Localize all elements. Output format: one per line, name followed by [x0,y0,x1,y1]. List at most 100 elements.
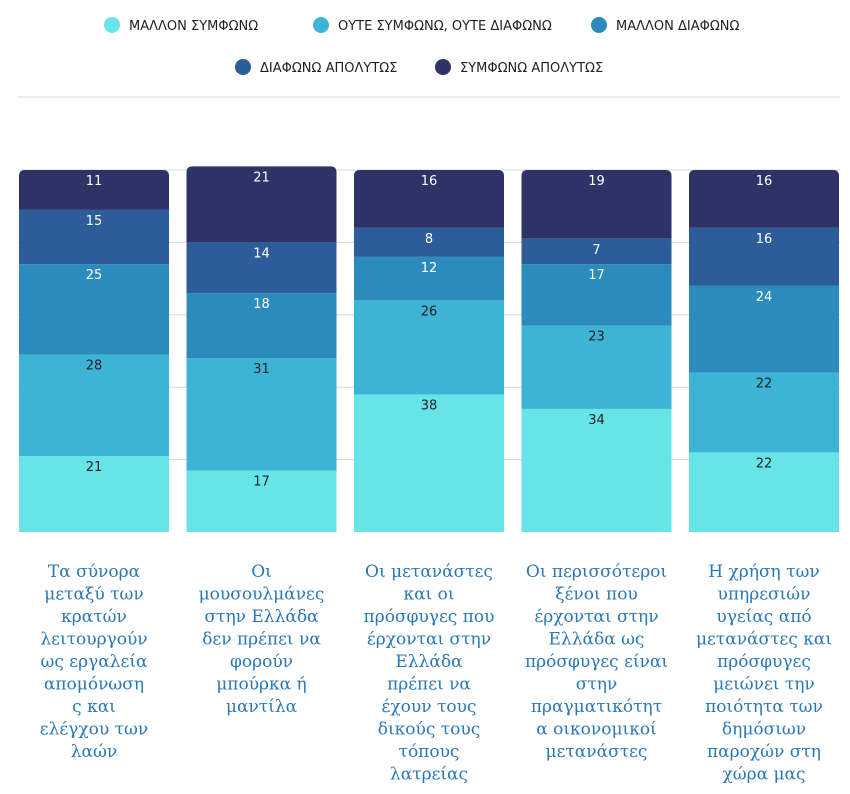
category-label-line: ως εργαλεία [41,652,148,672]
bar-segment [521,238,672,265]
bar-segment [19,455,169,532]
bar-stack: 22 22 24 16 16 [689,170,839,532]
bar-stack: 34 23 17 7 19 [521,170,672,532]
legend-label: ΟΥΤΕ ΣΥΜΦΩΝΩ, ΟΥΤΕ ΔΙΑΦΩΝΩ [338,19,552,34]
category-label-line: απομόνωση [44,675,144,695]
category-label-line: τόπους [399,742,460,762]
category-label-line: λειτουργούν [40,630,147,650]
legend-marker [235,59,251,75]
category-label-line: στην [576,675,618,695]
category-label-line: πραγματικότητ [531,697,662,717]
legend: ΜΑΛΛΟΝ ΣΥΜΦΩΝΩ ΟΥΤΕ ΣΥΜΦΩΝΩ, ΟΥΤΕ ΔΙΑΦΩΝΩ… [104,17,739,76]
data-label: 16 [756,232,773,247]
category-label-line: υπηρεσιών [718,585,811,605]
category-label-line: έρχονται στην [534,607,658,627]
data-label: 34 [588,413,605,428]
category-label: Οι περισσότεροι ξένοι που έρχονται στην Ελλ… [525,562,668,762]
category-label-line: μετανάστες [546,742,648,762]
category-label: Η χρήση των υπηρεσιών υγείας από μετανάστες… [696,562,832,785]
data-label: 18 [253,297,270,312]
category-label-line: δημόσιων [722,720,806,740]
data-label: 15 [86,214,103,229]
data-label: 8 [425,232,433,247]
category-label-line: φορούν [230,652,293,672]
data-label: 16 [421,174,438,189]
category-label-line: λαών [71,742,117,762]
bar-segment [354,227,504,257]
bar-stack: 21 28 25 15 11 [19,170,169,532]
bar-segment [186,166,337,243]
bar-segment [689,372,839,453]
data-label: 21 [253,170,270,185]
category-label-line: παροχών στη [707,742,821,762]
bar-segment [354,256,504,301]
bar-segment [689,170,839,228]
data-label: 16 [756,174,773,189]
legend-label: ΣΥΜΦΩΝΩ ΑΠΟΛΥΤΩΣ [460,61,603,76]
data-label: 31 [253,362,270,377]
category-label-line: υγείας από [716,607,811,627]
category-label-line: Οι [251,562,272,582]
data-label: 23 [588,330,605,345]
legend-marker [104,17,120,33]
category-label-line: Οι περισσότεροι [526,562,667,582]
legend-marker [435,59,451,75]
category-label-line: μουσουλμάνες [199,585,325,605]
data-label: 26 [421,304,438,319]
category-label: Τα σύνορα μεταξύ των κρατών λειτουργούν ως ε… [40,562,148,762]
category-labels: Τα σύνορα μεταξύ των κρατών λειτουργούν ως ε… [40,562,832,785]
bar-segment [521,170,672,239]
category-label-line: Η χρήση των [708,562,820,582]
bar-segment [521,325,672,409]
category-label-line: πρόσφυγες [717,652,811,672]
data-label: 12 [421,261,438,276]
data-label: 28 [86,359,103,374]
bar-stack: 17 31 18 14 21 [186,166,337,532]
category-label-line: δικούς τους [378,720,481,740]
category-label-line: λατρείας [390,765,468,785]
bar-segment [186,358,337,471]
data-label: 22 [756,456,773,471]
data-label: 25 [86,268,103,283]
data-label: 14 [253,246,270,261]
bars: 21 28 25 15 11 17 31 18 14 21 38 26 12 8 16 34 23 17 7 19 22… [19,166,839,532]
bar-segment [186,470,337,532]
legend-label: ΜΑΛΛΟΝ ΔΙΑΦΩΝΩ [616,19,739,34]
category-label-line: Ελλάδα ως [549,630,645,650]
data-label: 22 [756,377,773,392]
category-label-line: και οι [403,585,454,605]
bar-segment [521,264,672,326]
data-label: 19 [588,174,605,189]
category-label-line: α οικονομικοί [536,720,656,740]
data-label: 7 [592,243,600,258]
category-label-line: στην Ελλάδα [204,607,319,627]
data-label: 24 [756,290,773,305]
bar-segment [521,408,672,532]
category-label-line: έχουν τους [382,697,477,717]
category-label-line: Τα σύνορα [48,562,141,582]
bar-segment [186,242,337,294]
bar-segment [354,300,504,395]
category-label: Οι μουσουλμάνες στην Ελλάδα δεν πρέπει να φο… [199,562,325,717]
category-label-line: κρατών [61,607,127,627]
category-label-line: Οι μετανάστες [365,562,493,582]
category-label: Οι μετανάστες και οι πρόσφυγες που έρχονται… [364,562,495,785]
category-label-line: μετανάστες και [696,630,832,650]
data-label: 38 [421,398,438,413]
data-label: 21 [86,460,103,475]
data-label: 17 [253,474,270,489]
bar-segment [689,227,839,286]
bar-stack: 38 26 12 8 16 [354,170,504,532]
bar-segment [186,293,337,359]
category-label-line: μπούρκα ή [216,675,306,695]
bar-segment [19,209,169,265]
category-label-line: πρόσφυγες είναι [525,652,668,672]
category-label-line: έρχονται στην [367,630,491,650]
bar-segment [354,170,504,228]
legend-marker [591,17,607,33]
legend-label: ΔΙΑΦΩΝΩ ΑΠΟΛΥΤΩΣ [260,61,397,76]
category-label-line: δεν πρέπει να [202,630,321,650]
category-label-line: μειώνει την [713,675,815,695]
legend-label: ΜΑΛΛΟΝ ΣΥΜΦΩΝΩ [129,19,258,34]
